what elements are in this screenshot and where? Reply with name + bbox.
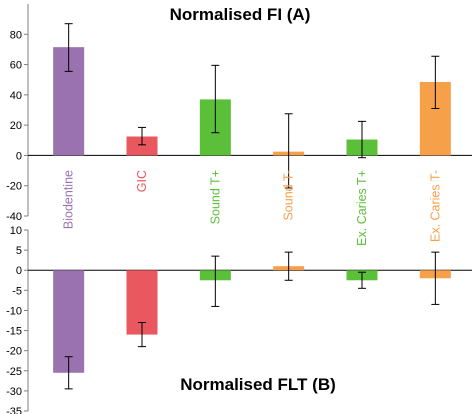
a-error-bar-2	[211, 64, 220, 134]
category-label-5: Ex. Caries T-	[428, 170, 442, 242]
a-y-tick-label: -20	[6, 181, 22, 193]
chart-b: -35 -30 -25 -20 -15 -10 -5 0 5 10 Normalised FLT …	[6, 225, 472, 414]
b-y-tick-label: -15	[6, 326, 22, 338]
a-error-bar-5	[431, 55, 440, 109]
b-y-tick-label: 10	[10, 225, 22, 237]
b-y-tick-label: -30	[6, 386, 22, 398]
b-error-bar-2	[211, 255, 220, 307]
b-error-bar-4	[358, 271, 366, 289]
b-y-tick-label: -20	[6, 346, 22, 358]
chart-b-error-bars	[64, 251, 440, 390]
b-error-bar-1	[138, 322, 146, 348]
a-y-tick-label: 60	[10, 60, 22, 72]
b-y-tick-label: -10	[6, 305, 22, 317]
b-y-tick-label: -35	[6, 406, 22, 414]
b-y-tick-label: 5	[16, 245, 22, 257]
a-y-tick-label: -40	[6, 211, 22, 223]
category-label-4: Ex. Caries T+	[355, 170, 369, 246]
chart-b-bars	[53, 266, 451, 373]
chart-b-title: Normalised FLT (B)	[180, 375, 336, 394]
a-bar-1	[126, 136, 158, 156]
category-label-0: Biodentine	[62, 170, 76, 229]
category-label-3: Sound T-	[282, 170, 296, 221]
a-error-bar-0	[64, 23, 73, 72]
b-y-tick-label: 0	[16, 265, 22, 277]
a-y-tick-label: 20	[10, 120, 22, 132]
chart-a-title: Normalised FI (A)	[170, 5, 311, 24]
a-y-tick-label: 40	[10, 90, 22, 102]
b-y-tick-label: -25	[6, 366, 22, 378]
a-error-bar-4	[358, 120, 366, 159]
category-label-1: GIC	[135, 170, 149, 192]
chart-b-axis: -35 -30 -25 -20 -15 -10 -5 0 5 10	[6, 225, 472, 414]
a-y-tick-label: 80	[10, 29, 22, 41]
a-error-bar-1	[138, 126, 146, 146]
chart-a: Normalised FI (A) -40 -20 0 20 40 60 80	[6, 4, 472, 223]
chart-a-axis: -40 -20 0 20 40 60 80	[6, 4, 472, 223]
b-error-bar-0	[64, 356, 73, 390]
chart-a-bars	[53, 47, 451, 156]
b-error-bar-5	[431, 251, 440, 305]
b-error-bar-3	[284, 251, 293, 281]
category-label-2: Sound T+	[208, 170, 222, 224]
a-y-tick-label: 0	[16, 150, 22, 162]
chart-a-error-bars	[64, 23, 440, 189]
b-y-tick-label: -5	[12, 285, 22, 297]
a-error-bar-3	[284, 113, 293, 189]
category-labels: Biodentine GIC Sound T+ Sound T- Ex. Caries …	[62, 170, 443, 246]
b-bar-0	[53, 270, 85, 373]
